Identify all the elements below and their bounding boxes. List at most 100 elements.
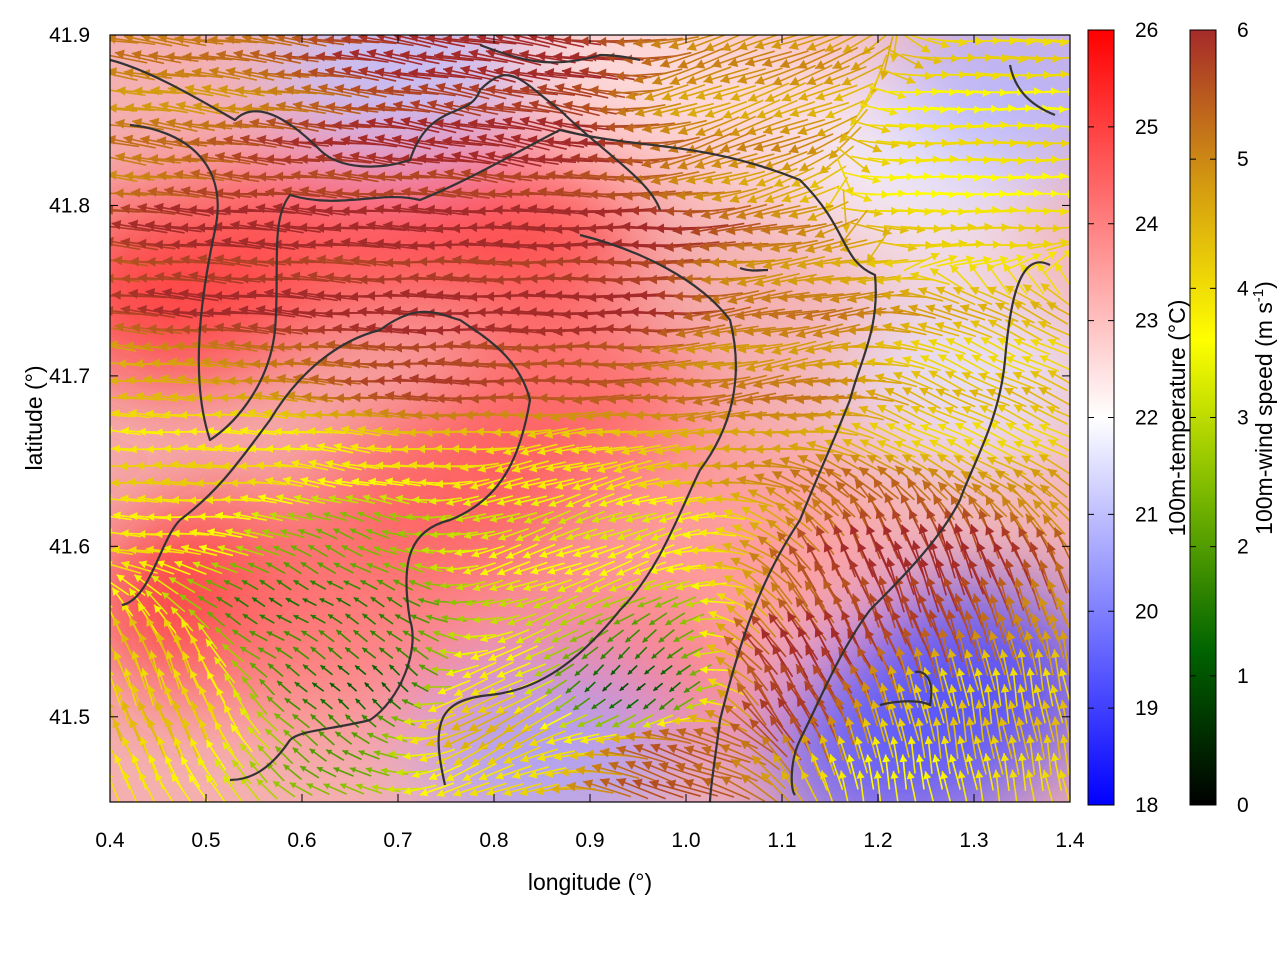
wind-vector [357,134,415,150]
wind-vector [553,51,610,62]
wind-vector [493,66,551,81]
wind-vector [409,170,465,181]
wind-vector [266,50,319,63]
wind-vector [843,171,881,184]
wind-vector [789,64,833,86]
colorbar-tick-label: 2 [1237,536,1249,559]
wind-vector [910,35,950,49]
wind-vector [332,50,389,63]
wind-vector [198,152,251,165]
wind-vector [528,171,584,181]
wind-vector [815,84,858,101]
colorbar-tick-label: 25 [1135,116,1158,139]
wind-vector [316,186,371,199]
wind-vector [616,104,666,117]
wind-vector [815,115,858,137]
wind-vector [754,65,800,85]
wind-vector [659,151,708,170]
colorbar-tick-label: 18 [1135,794,1158,817]
wind-vector [668,35,716,50]
x-tick-label: 0.8 [479,829,508,852]
wind-vector [392,35,448,49]
wind-colorbar-title-main: 100m-wind speed (m s [1251,302,1277,535]
wind-vector [876,66,916,84]
wind-vector [828,126,862,160]
wind-vectors [110,35,1070,802]
wind-vector [885,46,924,70]
wind-vector [669,65,715,86]
wind-vector [954,88,991,98]
colorbar-tick-label: 24 [1135,213,1159,236]
wind-vector [814,46,859,70]
colorbar-tick-label: 5 [1237,148,1249,171]
wind-vector [308,35,362,45]
wind-vector [401,84,456,97]
wind-vector [797,117,842,136]
wind-vector [738,169,782,186]
wind-vector [340,135,398,148]
wind-vector [753,135,801,152]
wind-vector [401,187,456,198]
wind-vector [650,35,700,49]
wind-vector [545,170,601,181]
wind-vector [197,186,252,198]
wind-vector [747,82,790,102]
colorbar-tick-label: 6 [1237,19,1249,42]
wind-vector [920,190,957,199]
wind-vector [494,101,550,113]
wind-vector [537,186,592,198]
wind-vector [721,35,760,52]
wind-vector [729,116,774,137]
wind-vector [850,119,891,134]
wind-vector [832,46,875,70]
wind-vector [836,146,871,174]
wind-vector [442,66,500,82]
wind-vector [233,49,284,65]
colorbar-tick-label: 23 [1135,310,1158,333]
wind-vector [181,153,234,164]
wind-vector [374,67,432,80]
wind-vector [728,50,775,68]
x-tick-label: 0.9 [575,829,604,852]
colorbar-tick-label: 4 [1237,277,1249,300]
wind-vector [417,153,474,164]
wind-vector [461,168,515,183]
wind-vector [694,151,741,170]
wind-vector [799,148,840,172]
wind-vector [712,115,757,137]
wind-vector [661,83,706,101]
wind-vector [596,68,652,79]
wind-vector [417,117,474,133]
wind-vector [468,48,525,65]
wind-vector [736,135,784,153]
wind-vector [730,83,773,102]
wind-vector [902,35,931,54]
y-tick-label: 41.7 [49,365,90,388]
wind-vector [797,47,842,69]
wind-vector [291,35,345,46]
wind-vector [358,66,414,82]
wind-vector [434,152,491,165]
wind-vector [529,99,583,117]
wind-vector [687,102,731,118]
wind-vector [325,102,379,113]
wind-vector [536,154,593,164]
wind-vector [895,172,931,181]
wind-vector [120,203,176,216]
wind-vector [315,153,372,164]
wind-vector [703,67,749,84]
wind-vector [223,135,277,149]
wind-vector [426,169,482,183]
wind-vector [995,139,1035,149]
wind-vector [756,99,798,119]
colorbar-tick-label: 21 [1135,503,1158,526]
wind-vector [563,169,617,182]
wind-vector [770,134,818,153]
x-tick-label: 0.5 [191,829,220,852]
wind-vector [1046,73,1070,78]
wind-colorbar-title-sup: -1 [1250,289,1267,302]
wind-vector [341,35,397,45]
wind-vector [652,102,698,118]
wind-vector [249,49,302,64]
wind-vector [781,186,824,203]
